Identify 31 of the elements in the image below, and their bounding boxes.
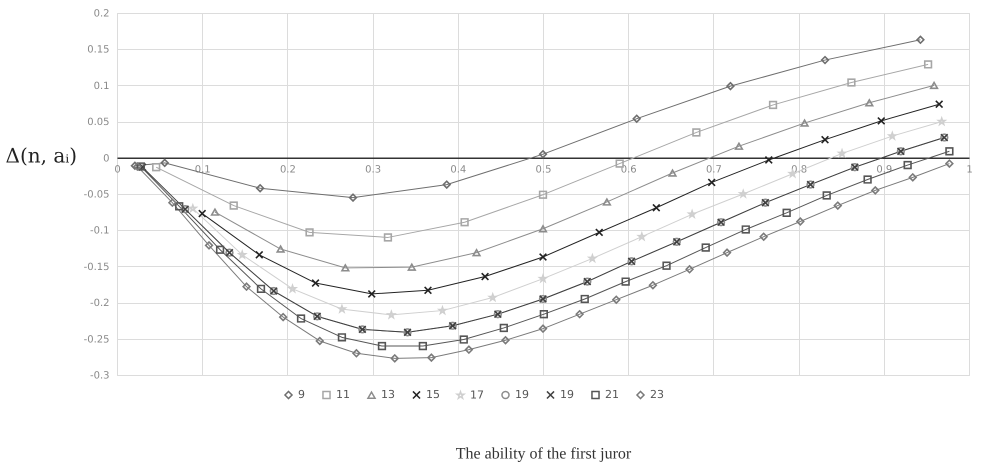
y-tick-label: 0.2 [94, 8, 110, 20]
y-tick-label: -0.1 [90, 226, 110, 237]
legend-label: 11 [336, 388, 350, 401]
legend-label: 19 [560, 388, 574, 401]
y-tick-label: 0.05 [87, 117, 110, 128]
y-tick-label: 0 [103, 153, 110, 164]
x-axis-title: The ability of the first juror [456, 446, 632, 462]
x-tick-label: 1 [966, 164, 973, 176]
y-axis-title: Δ(n, aᵢ) [6, 143, 78, 168]
x-tick-label: 0.4 [450, 164, 466, 176]
y-tick-label: 0.15 [87, 44, 110, 56]
x-tick-label: 0 [114, 164, 121, 176]
x-tick-label: 0.5 [536, 164, 552, 176]
y-tick-label: -0.15 [84, 262, 110, 273]
x-tick-label: 0.6 [620, 164, 637, 176]
x-tick-label: 0.3 [365, 164, 382, 176]
y-tick-label: -0.3 [90, 370, 110, 382]
legend-label: 13 [381, 388, 395, 402]
x-tick-label: 0.7 [706, 164, 722, 176]
x-tick-label: 0.2 [280, 164, 296, 176]
y-tick-label: -0.05 [84, 190, 110, 200]
legend-label: 19 [515, 388, 529, 401]
y-tick-label: -0.25 [84, 334, 110, 346]
y-tick-label: 0.1 [94, 80, 110, 92]
legend-label: 9 [298, 388, 305, 401]
y-tick-label: -0.2 [90, 298, 110, 310]
legend-label: 15 [426, 388, 440, 401]
legend-label: 23 [650, 388, 664, 401]
legend-label: 21 [605, 388, 619, 401]
legend-label: 17 [470, 388, 484, 402]
x-tick-label: 0.1 [194, 164, 211, 176]
